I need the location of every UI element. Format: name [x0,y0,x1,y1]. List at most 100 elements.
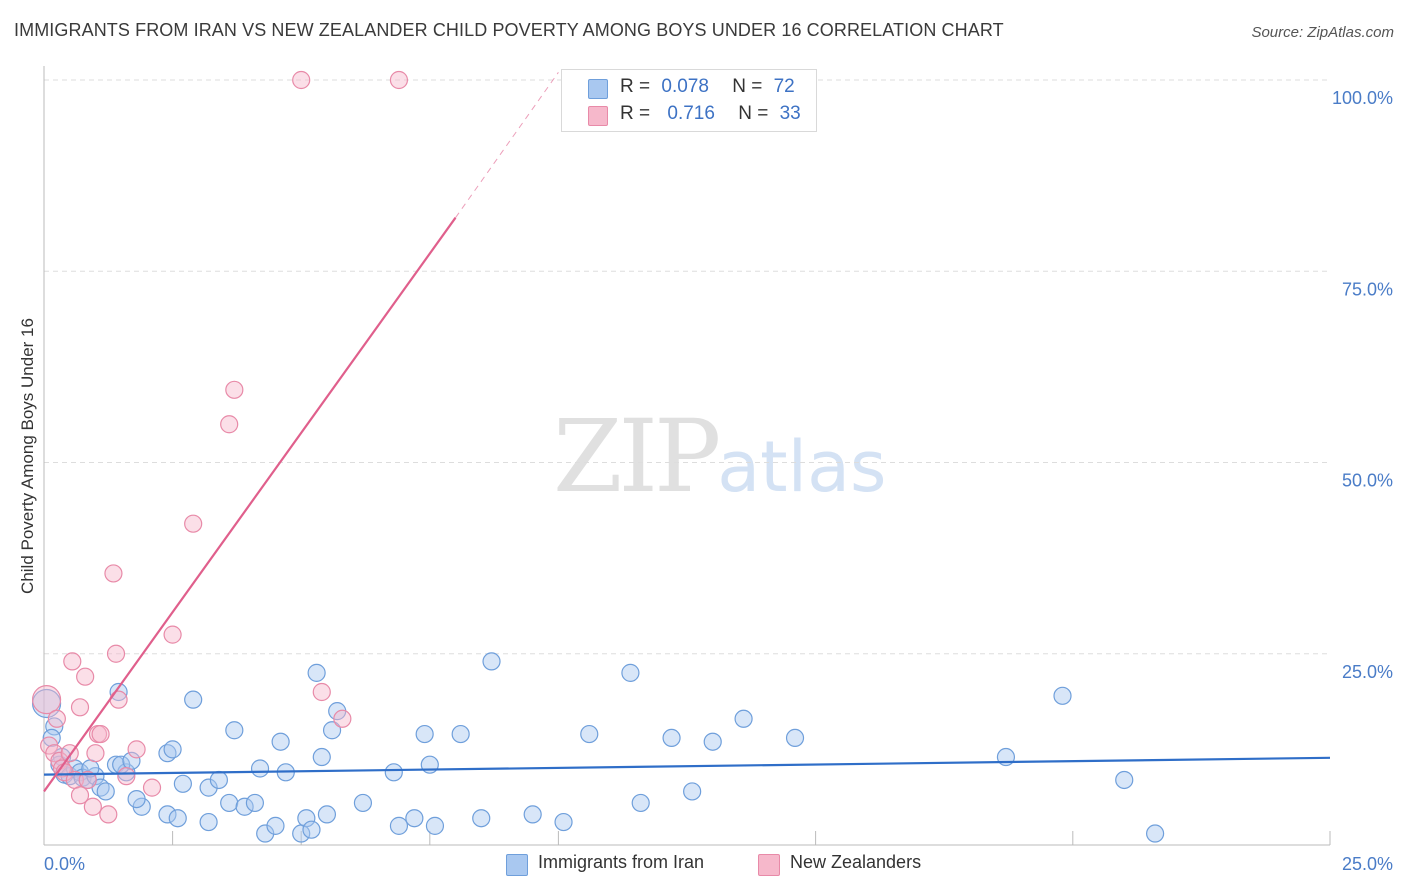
point-newzealander [225,380,244,399]
point-iran [127,789,146,809]
point-iran [250,759,270,778]
point-iran [256,824,275,843]
y-tick-label: 25.0% [1342,662,1393,682]
point-iran [785,728,805,748]
point-iran [415,724,434,744]
point-iran [225,721,244,740]
trend-lines [43,72,1331,793]
point-iran [621,663,640,682]
point-newzealander [142,778,162,797]
point-iran [209,770,228,790]
point-iran [389,816,409,835]
point-iran [631,793,650,813]
point-newzealander [31,685,62,715]
tick-labels: 100.0% 75.0% 50.0% 25.0% 0.0% 25.0% [44,88,1393,874]
point-newzealander [292,70,311,90]
point-newzealander [83,797,102,816]
legend-swatch-blue [588,79,608,99]
legend-n-label: N = [738,103,769,124]
trend-line-newzealander-extension [455,72,559,218]
point-newzealander [117,767,136,786]
point-iran [662,728,681,748]
watermark-zip: ZIP [553,398,721,515]
point-iran [163,740,182,759]
legend-r-label: R = [620,103,651,124]
legend-row-iran: R = 0.078 N = 72 [588,76,795,99]
point-newzealander [91,724,110,744]
point-iran [405,809,424,828]
legend-swatch-pink [588,106,608,126]
y-tick-label: 50.0% [1342,471,1393,491]
point-newzealander [389,70,409,90]
point-iran [472,809,491,828]
bottom-legend-newzealander: New Zealanders [758,852,922,876]
point-iran [245,793,265,813]
point-iran [199,778,218,797]
point-iran [96,782,115,801]
point-newzealander [333,709,352,728]
chart-title: IMMIGRANTS FROM IRAN VS NEW ZEALANDER CH… [14,20,1004,40]
point-iran [235,797,254,816]
point-newzealander [220,415,239,434]
legend-n-value-iran: 72 [773,76,795,97]
point-iran [322,721,342,740]
point-newzealander [70,698,90,717]
point-iran [220,793,239,813]
legend-n-value-newzealander: 33 [779,103,801,124]
point-iran [554,812,573,832]
point-iran [173,774,192,793]
point-iran [297,809,316,828]
point-iran [384,763,403,782]
point-iran [266,816,285,835]
point-iran [1115,770,1134,790]
stats-legend: R = 0.078 N = 72 R = 0.716 N = 33 [561,69,817,132]
point-newzealander [127,740,146,759]
point-newzealander [47,709,66,728]
point-iran [109,682,128,702]
point-iran [703,732,722,751]
x-tick-label: 25.0% [1342,854,1393,874]
point-iran [184,690,203,709]
bottom-legend-label-iran: Immigrants from Iran [538,852,705,872]
y-tick-label: 100.0% [1332,88,1393,108]
point-iran [307,663,326,682]
point-iran [1053,686,1072,705]
point-iran [312,747,331,767]
source-attribution: Source: ZipAtlas.com [1251,24,1394,41]
point-iran [683,782,702,801]
legend-r-label: R = [620,76,651,97]
point-iran [168,809,187,828]
trend-line-newzealander [43,217,457,793]
bottom-legend-swatch-pink [758,854,780,876]
point-newzealander [70,786,90,805]
bottom-legend-swatch-blue [506,854,528,876]
point-iran [451,724,470,744]
point-iran [317,805,337,824]
point-iran [158,805,177,824]
bottom-legend-label-newzealander: New Zealanders [790,852,922,872]
legend-n-label: N = [732,76,763,97]
legend-r-value-newzealander: 0.716 [667,103,715,124]
point-iran [482,652,501,671]
point-iran [353,793,373,813]
x-tick-label: 0.0% [44,854,85,874]
series-newzealander-points [31,70,409,824]
y-tick-label: 75.0% [1342,279,1393,299]
point-iran [580,724,599,744]
point-iran [1146,824,1165,843]
point-newzealander [163,625,182,644]
point-iran [271,732,290,751]
series-iran-points [31,652,1165,843]
point-newzealander [109,690,128,709]
point-iran [523,805,542,824]
watermark: ZIPatlas [553,398,886,515]
point-iran [425,816,445,835]
trend-line-iran [43,756,1331,776]
legend-r-value-iran: 0.078 [661,76,709,97]
point-newzealander [104,564,123,583]
point-iran [302,820,321,839]
watermark-atlas: atlas [717,426,887,508]
point-iran [199,812,218,832]
point-newzealander [76,667,95,686]
